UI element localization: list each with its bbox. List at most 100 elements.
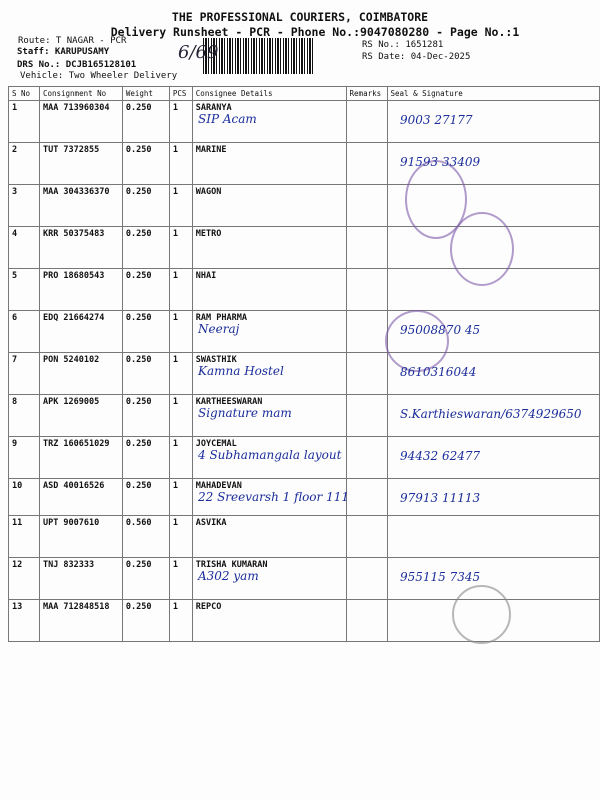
cell-pcs: 1: [168, 394, 193, 437]
handwritten-note: A302 yam: [198, 568, 259, 583]
stamp: [452, 585, 511, 644]
cell-consignee: WAGON: [191, 184, 347, 227]
cell-sno: 2: [8, 142, 40, 185]
handwritten-count: 6/69: [178, 42, 219, 63]
stamp: [405, 160, 467, 239]
cell-cn: TRZ 160651029: [38, 436, 123, 479]
cell-remarks: [345, 226, 388, 269]
rs-number: RS No.: 1651281: [362, 40, 444, 50]
cell-sno: 13: [8, 599, 40, 642]
cell-cn: MAA 304336370: [38, 184, 123, 227]
table-row: 12 TNJ 832333 0.250 1 TRISHA KUMARAN: [8, 557, 600, 600]
cell-consignee: REPCO: [191, 599, 347, 642]
cell-weight: 0.250: [121, 142, 170, 185]
route: Route: T NAGAR - PCR: [18, 36, 127, 46]
table-row: 1 MAA 713960304 0.250 1 SARANYA: [8, 100, 600, 143]
cell-pcs: 1: [168, 226, 193, 269]
cell-weight: 0.250: [121, 478, 170, 516]
cell-pcs: 1: [168, 599, 193, 642]
table-row: 4 KRR 50375483 0.250 1 METRO: [8, 226, 600, 269]
cell-sno: 6: [8, 310, 40, 353]
cell-weight: 0.250: [121, 436, 170, 479]
handwritten-signature: 94432 62477: [400, 448, 481, 463]
stamp: [450, 212, 514, 286]
column-header: Consignment No: [38, 86, 123, 101]
cell-cn: PON 5240102: [38, 352, 123, 395]
cell-cn: TUT 7372855: [38, 142, 123, 185]
cell-pcs: 1: [168, 268, 193, 311]
cell-remarks: [345, 478, 388, 516]
cell-weight: 0.250: [121, 184, 170, 227]
table-row: 11 UPT 9007610 0.560 1 ASVIKA: [8, 515, 600, 558]
cell-pcs: 1: [168, 100, 193, 143]
cell-sno: 8: [8, 394, 40, 437]
table-row: 9 TRZ 160651029 0.250 1 JOYCEMAL: [8, 436, 600, 479]
cell-sno: 11: [8, 515, 40, 558]
handwritten-note: Kamna Hostel: [198, 363, 284, 378]
column-header: PCS: [168, 86, 193, 101]
table-row: 6 EDQ 21664274 0.250 1 RAM PHARMA: [8, 310, 600, 353]
table-row: 7 PON 5240102 0.250 1 SWASTHIK: [8, 352, 600, 395]
cell-pcs: 1: [168, 515, 193, 558]
cell-cn: MAA 713960304: [38, 100, 123, 143]
cell-consignee: MAHADEVAN: [191, 478, 347, 516]
handwritten-note: 22 Sreevarsh 1 floor 111: [198, 489, 349, 504]
cell-consignee: NHAI: [191, 268, 347, 311]
column-header: Consignee Details: [191, 86, 347, 101]
cell-remarks: [345, 436, 388, 479]
cell-cn: KRR 50375483: [38, 226, 123, 269]
handwritten-note: 4 Subhamangala layout: [198, 447, 342, 462]
handwritten-note: Signature mam: [198, 405, 292, 420]
cell-sno: 1: [8, 100, 40, 143]
cell-consignee: TRISHA KUMARAN: [191, 557, 347, 600]
cell-sno: 9: [8, 436, 40, 479]
staff: Staff: KARUPUSAMY: [17, 47, 110, 57]
handwritten-signature: S.Karthieswaran/6374929650: [400, 406, 582, 421]
handwritten-signature: 8610316044: [400, 364, 477, 379]
cell-cn: PRO 18680543: [38, 268, 123, 311]
cell-pcs: 1: [168, 352, 193, 395]
cell-remarks: [345, 268, 388, 311]
barcode: [203, 38, 313, 74]
cell-sno: 3: [8, 184, 40, 227]
cell-pcs: 1: [168, 436, 193, 479]
cell-remarks: [345, 310, 388, 353]
cell-consignee: SARANYA: [191, 100, 347, 143]
cell-remarks: [345, 142, 388, 185]
cell-signature: [386, 394, 600, 437]
cell-weight: 0.250: [121, 599, 170, 642]
cell-pcs: 1: [168, 478, 193, 516]
cell-pcs: 1: [168, 557, 193, 600]
cell-weight: 0.250: [121, 352, 170, 395]
handwritten-signature: 91593 33409: [400, 154, 481, 169]
handwritten-signature: 95008870 45: [400, 322, 481, 337]
column-header: Remarks: [345, 86, 388, 101]
cell-consignee: RAM PHARMA: [191, 310, 347, 353]
cell-remarks: [345, 184, 388, 227]
cell-sno: 10: [8, 478, 40, 516]
cell-remarks: [345, 557, 388, 600]
cell-sno: 4: [8, 226, 40, 269]
cell-signature: [386, 436, 600, 479]
column-header: Weight: [121, 86, 170, 101]
cell-weight: 0.250: [121, 557, 170, 600]
runsheet-table: S No Consignment No Weight PCS Consignee Det…: [8, 86, 600, 642]
stamp: [385, 310, 449, 372]
vehicle: Vehicle: Two Wheeler Delivery: [20, 71, 178, 81]
cell-remarks: [345, 100, 388, 143]
handwritten-note: SIP Acam: [198, 111, 257, 126]
table-row: 8 APK 1269005 0.250 1 KARTHEESWARAN: [8, 394, 600, 437]
handwritten-signature: 9003 27177: [400, 112, 473, 127]
cell-cn: ASD 40016526: [38, 478, 123, 516]
cell-weight: 0.250: [121, 268, 170, 311]
table-row: 13 MAA 712848518 0.250 1 REPCO: [8, 599, 600, 642]
runsheet-subtitle: Delivery Runsheet - PCR - Phone No.:9047…: [110, 25, 520, 39]
handwritten-note: Neeraj: [198, 321, 240, 336]
cell-signature: [386, 100, 600, 143]
column-header: S No: [8, 86, 40, 101]
table-row: 2 TUT 7372855 0.250 1 MARINE: [8, 142, 600, 185]
cell-sno: 7: [8, 352, 40, 395]
cell-cn: APK 1269005: [38, 394, 123, 437]
column-header: Seal & Signature: [386, 86, 600, 101]
